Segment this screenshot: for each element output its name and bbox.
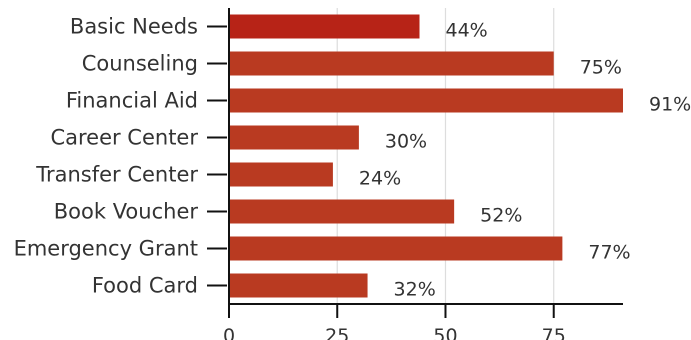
- bar: [229, 125, 359, 150]
- value-label: 24%: [359, 168, 401, 190]
- value-label: 44%: [446, 20, 488, 42]
- category-label: Counseling: [82, 52, 198, 76]
- category-label: Financial Aid: [66, 89, 198, 113]
- value-label: 30%: [385, 131, 427, 153]
- bar: [229, 51, 554, 76]
- value-label: 32%: [394, 279, 436, 301]
- labels: Basic Needs 44% Counseling 75% Financial Aid…: [14, 15, 691, 340]
- value-label: 75%: [580, 57, 622, 79]
- x-tick-label: 25: [325, 325, 349, 340]
- value-label: 52%: [480, 205, 522, 227]
- bar: [229, 273, 368, 298]
- bar: [229, 162, 333, 187]
- value-label: 91%: [649, 94, 691, 116]
- category-label: Book Voucher: [54, 200, 199, 224]
- x-tick-label: 75: [542, 325, 566, 340]
- bars: [229, 14, 623, 298]
- axes: [207, 8, 623, 318]
- x-tick-label: 0: [223, 325, 235, 340]
- category-label: Career Center: [50, 126, 198, 150]
- bar: [229, 14, 420, 39]
- category-label: Food Card: [92, 274, 198, 298]
- category-label: Emergency Grant: [14, 237, 198, 261]
- category-label: Basic Needs: [70, 15, 198, 39]
- value-label: 77%: [588, 242, 630, 264]
- x-tick-label: 50: [433, 325, 457, 340]
- bar: [229, 236, 563, 261]
- bar: [229, 88, 623, 113]
- category-label: Transfer Center: [35, 163, 198, 187]
- bar: [229, 199, 455, 224]
